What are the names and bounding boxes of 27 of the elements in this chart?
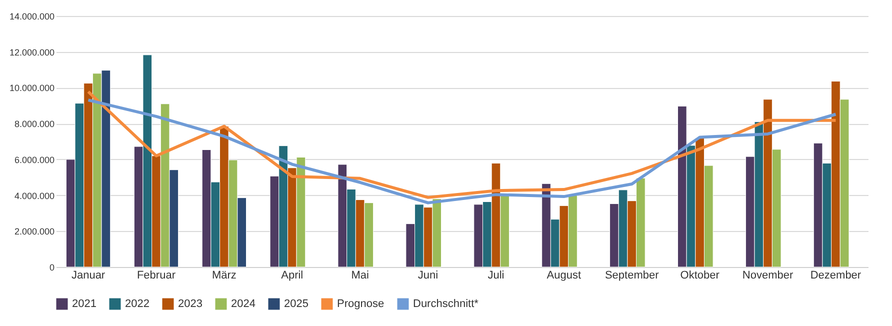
x-tick-label: November	[742, 270, 794, 282]
x-tick-label: Juli	[488, 270, 504, 282]
y-tick-label: 12.000.000	[9, 47, 54, 58]
x-tick-label: Oktober	[680, 270, 720, 282]
y-tick-label: 2.000.000	[14, 226, 54, 237]
y-tick-label: 6.000.000	[14, 154, 54, 165]
legend-label: 2022	[125, 298, 150, 310]
legend-label: 2024	[231, 298, 256, 310]
legend-label: Prognose	[337, 298, 384, 310]
x-tick-label: Januar	[71, 270, 106, 282]
y-tick-label: 4.000.000	[14, 190, 54, 201]
x-tick-label: August	[546, 270, 582, 282]
legend-label: Durchschnitt*	[413, 298, 480, 310]
y-tick-label: 0	[49, 262, 54, 272]
x-tick-label: September	[604, 270, 660, 282]
legend-label: 2021	[72, 298, 96, 310]
x-tick-label: Februar	[136, 270, 176, 282]
x-tick-label: Juni	[418, 270, 438, 282]
legend-label: 2023	[178, 298, 202, 310]
x-tick-label: Mai	[351, 270, 369, 282]
legend-label: 2025	[284, 298, 308, 310]
x-tick-label: April	[281, 270, 304, 282]
y-tick-label: 10.000.000	[9, 83, 54, 94]
x-tick-label: Dezember	[810, 270, 862, 282]
y-tick-label: 8.000.000	[14, 119, 54, 130]
x-tick-label: März	[212, 270, 236, 282]
y-tick-label: 14.000.000	[9, 12, 54, 22]
